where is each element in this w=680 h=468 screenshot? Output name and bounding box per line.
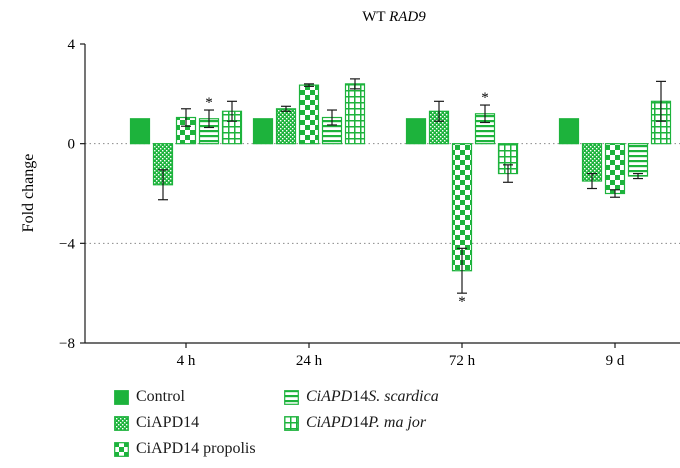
legend-swatch <box>114 389 129 405</box>
legend-item: CiAPD 14 P. ma jor <box>284 414 426 432</box>
legend-item: CiAPD14 propolis <box>114 440 256 458</box>
bar-checker-1 <box>298 84 320 145</box>
legend-swatch <box>114 415 129 431</box>
legend-label: 14 <box>352 414 369 431</box>
legend-label: 14 <box>352 388 369 405</box>
legend-label: Control <box>136 388 185 405</box>
y-tick-label: −8 <box>59 336 75 352</box>
bar-solid-1 <box>252 118 274 145</box>
bars-group: * * * <box>129 78 672 310</box>
legend-label: CiAPD <box>306 388 353 405</box>
significance-marker: * <box>481 90 489 106</box>
bar-checker-3 <box>604 143 626 195</box>
chart-title: WT RAD9 <box>362 9 426 25</box>
legend-label: P. ma jor <box>368 414 427 431</box>
x-tick-label: 24 h <box>296 353 323 369</box>
significance-marker: * <box>205 95 213 111</box>
legend-label: CiAPD <box>306 414 353 431</box>
y-tick-label: −4 <box>59 236 75 252</box>
legend-item: Control <box>114 388 185 406</box>
y-axis-label: Fold change <box>20 154 37 233</box>
legend: Control CiAPD14 CiAPD14 propolis CiAPD 14 S.… <box>114 384 534 468</box>
legend-label: CiAPD14 propolis <box>136 440 256 457</box>
bar-solid-2 <box>405 118 427 145</box>
x-tick-label: 4 h <box>177 353 196 369</box>
bar-dots-1 <box>275 108 297 145</box>
y-tick-label: 4 <box>68 37 76 53</box>
axes: −8 −4 0 4 4 h 24 h 72 h 9 d <box>59 37 680 369</box>
bar-solid-3 <box>558 118 580 145</box>
significance-marker: * <box>458 294 466 310</box>
bar-hstripes-3 <box>627 143 649 177</box>
legend-swatch <box>284 415 299 431</box>
legend-label: S. scardica <box>368 388 439 405</box>
bar-chart: WT RAD9 Fold change * * * −8 −4 0 4 4 h 24 h 72 … <box>20 9 680 369</box>
legend-item: CiAPD14 <box>114 414 199 432</box>
bar-grid-1 <box>344 83 366 145</box>
legend-label: CiAPD14 <box>136 414 200 431</box>
bar-solid-0 <box>129 118 151 145</box>
legend-item: CiAPD 14 S. scardica <box>284 388 439 406</box>
legend-swatch <box>114 441 129 457</box>
x-tick-label: 72 h <box>449 353 476 369</box>
y-tick-label: 0 <box>68 137 76 153</box>
x-tick-label: 9 d <box>606 353 625 369</box>
legend-swatch <box>284 389 299 405</box>
